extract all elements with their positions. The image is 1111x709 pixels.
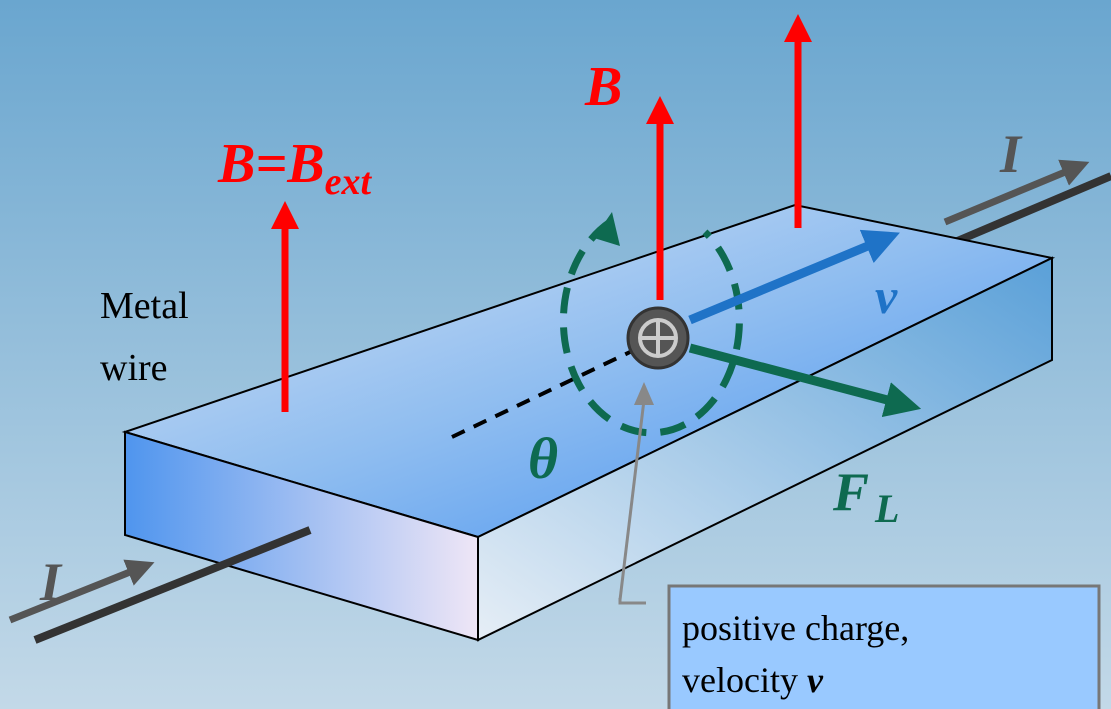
velocity-label: v [875,268,898,324]
material-label: wire [100,347,168,389]
field-label: B [584,56,622,118]
diagram: B=Bext B I I v θ FL Metal wire positive … [0,0,1111,709]
current-label: I [999,124,1023,184]
field-label-sub: ext [325,161,373,203]
callout-text: positive charge, [682,608,909,648]
force-label-main: F [832,462,869,522]
force-label-sub: L [874,486,899,531]
material-label: Metal [100,285,189,327]
callout-text-line: velocity [682,660,798,700]
angle-label: θ [528,426,558,491]
field-label-main: B=B [217,133,325,195]
current-label: I [39,552,63,612]
callout-symbol: v [807,660,824,700]
